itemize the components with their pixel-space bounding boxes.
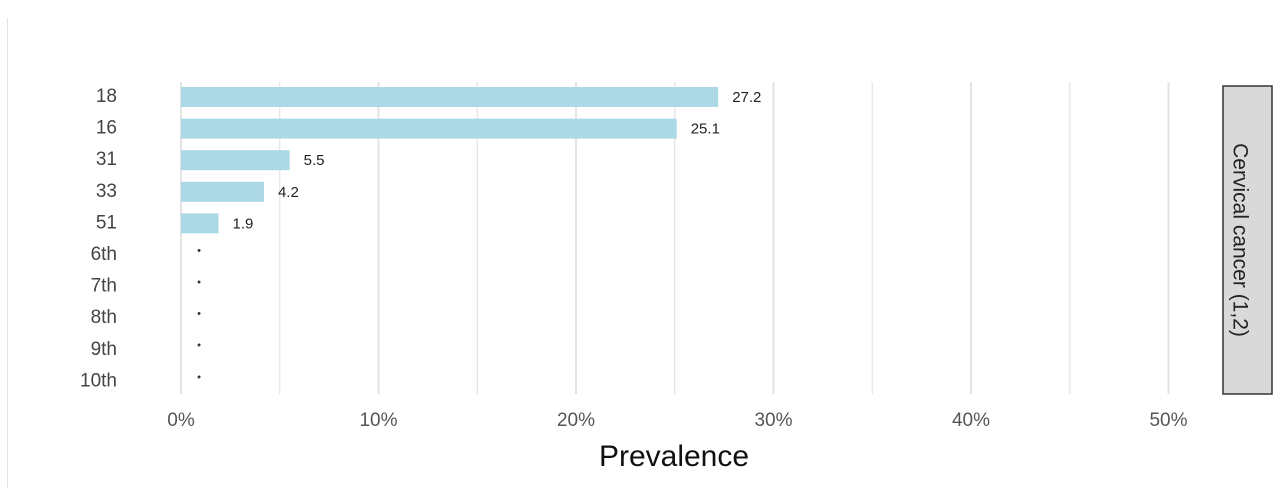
facet-strip-label: Cervical cancer (1,2) (1228, 143, 1251, 337)
category-label: 31 (96, 149, 117, 170)
data-label: 27.2 (732, 89, 761, 106)
category-label: 51 (96, 212, 117, 233)
category-label: 7th (91, 276, 117, 297)
data-label: 25.1 (691, 121, 720, 138)
category-label: 6th (91, 244, 117, 265)
category-labels: 18 16 31 33 51 6th 7th 8th 9th 10th (80, 86, 117, 391)
facet-strip-box (1222, 85, 1273, 395)
bar (181, 150, 290, 171)
missing-value-marker: • (197, 245, 201, 257)
missing-value-marker: • (197, 371, 201, 383)
bar (181, 87, 719, 107)
category-label: 18 (96, 86, 117, 107)
missing-value-marker: • (197, 340, 201, 352)
category-label: 8th (91, 307, 117, 328)
x-tick-label: 20% (557, 410, 595, 431)
category-label: 9th (91, 339, 117, 360)
missing-value-marker: • (197, 308, 201, 320)
facet-strip: Cervical cancer (1,2) (1222, 85, 1273, 395)
data-label: 1.9 (233, 215, 254, 232)
bar (181, 213, 219, 234)
category-label: 33 (96, 181, 117, 202)
panel-left-border (7, 18, 8, 488)
bar (181, 181, 264, 202)
missing-value-marker: • (197, 277, 201, 289)
bars: 27.2 25.1 5.5 4.2 1.9 • • • • • (181, 87, 761, 383)
category-label: 16 (96, 118, 117, 139)
x-axis-title: Prevalence (599, 440, 749, 473)
x-tick-label: 10% (359, 410, 397, 431)
x-tick-label: 0% (167, 410, 195, 431)
bar (181, 118, 677, 139)
category-label: 10th (80, 370, 117, 391)
x-tick-labels: 0% 10% 20% 30% 40% 50% (167, 410, 1187, 431)
x-tick-label: 40% (952, 410, 990, 431)
x-tick-label: 50% (1149, 410, 1187, 431)
data-label: 4.2 (278, 184, 299, 201)
x-tick-label: 30% (754, 410, 792, 431)
data-label: 5.5 (304, 152, 325, 169)
